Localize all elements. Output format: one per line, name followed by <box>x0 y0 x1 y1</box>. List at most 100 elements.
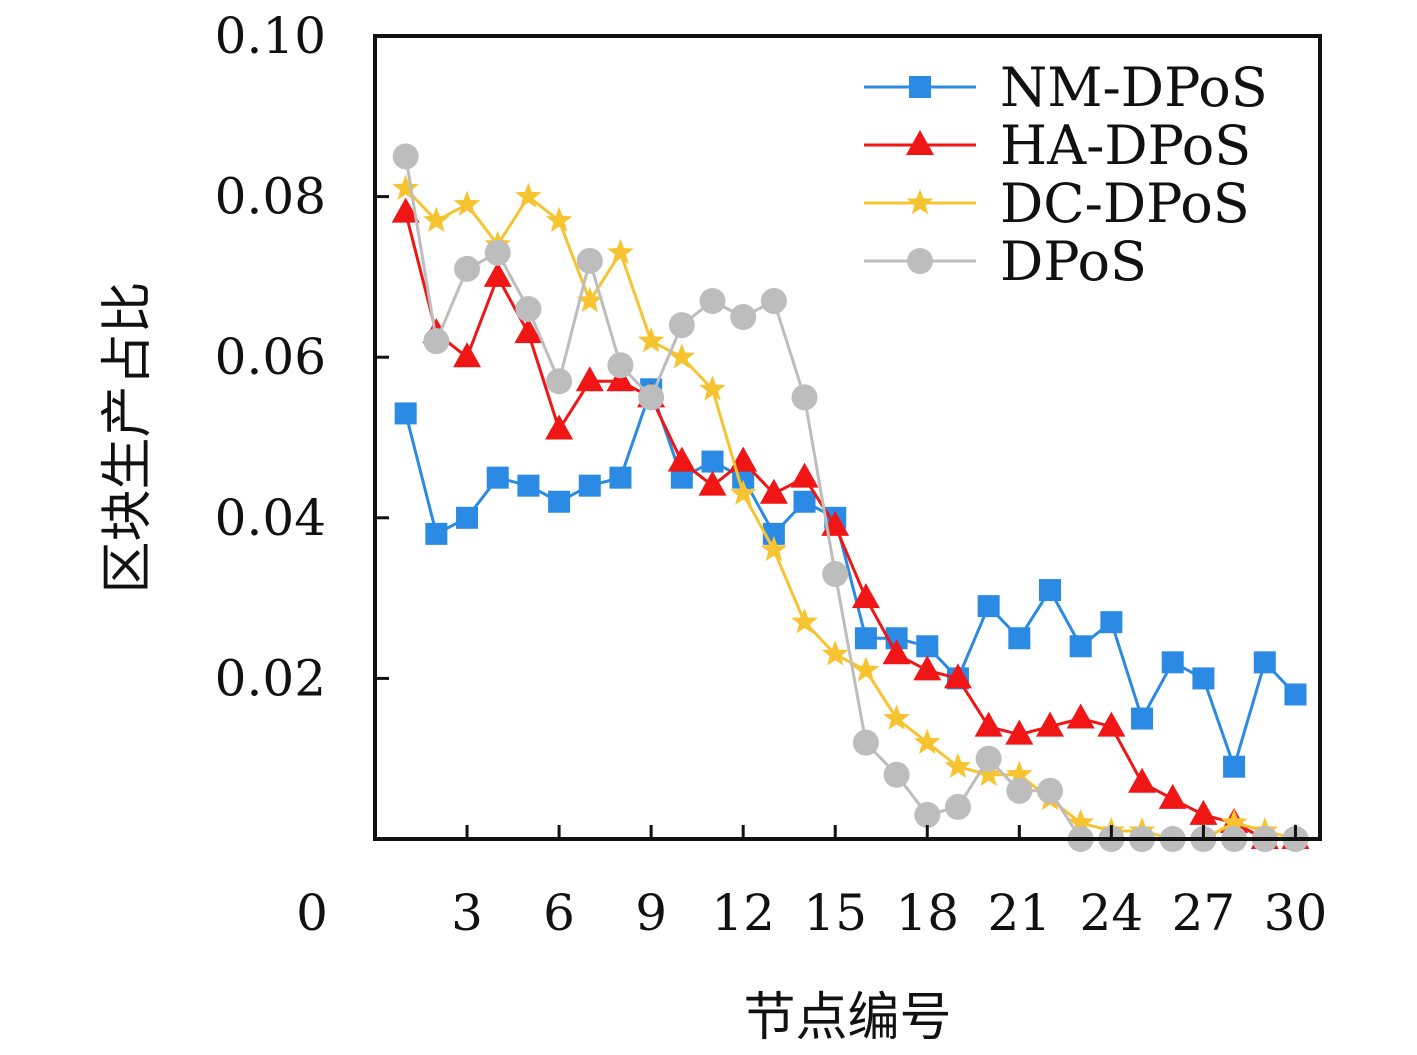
y-axis-title: 区块生产占比 <box>98 281 158 593</box>
series-dpos <box>392 143 1309 852</box>
series-nm-dpos <box>394 378 1307 778</box>
series-line <box>404 187 1296 841</box>
data-point <box>1100 611 1123 634</box>
data-point <box>1158 783 1187 809</box>
plot-frame <box>373 34 1322 841</box>
data-point <box>701 450 724 473</box>
data-point <box>790 462 819 488</box>
series-dc-dpos <box>392 174 1309 851</box>
data-point <box>821 640 849 666</box>
data-point <box>515 296 542 323</box>
x-tick-label: 6 <box>543 884 575 942</box>
data-point <box>944 793 971 820</box>
data-point <box>1189 799 1218 825</box>
data-point <box>486 466 509 489</box>
legend-label: DC-DPoS <box>1000 172 1250 235</box>
y-tick-label: 0.04 <box>215 489 326 547</box>
x-axis-title: 节点编号 <box>743 988 951 1048</box>
data-point <box>454 255 481 282</box>
y-tick-label: 0.06 <box>215 328 326 386</box>
data-point <box>453 342 482 368</box>
data-point <box>1128 767 1157 793</box>
legend-label: HA-DPoS <box>1000 114 1251 177</box>
data-point <box>453 190 481 216</box>
data-point <box>913 728 941 754</box>
legend-marker <box>906 189 934 215</box>
data-point <box>546 368 573 395</box>
legend-marker <box>909 76 931 98</box>
data-point <box>1008 627 1031 650</box>
data-point <box>793 490 816 513</box>
series-line <box>404 384 1297 772</box>
data-point <box>545 414 574 440</box>
y-tick-label: 0.10 <box>215 7 326 65</box>
legend-label: NM-DPoS <box>1000 56 1268 119</box>
x-tick-label: 27 <box>1172 884 1236 942</box>
data-point <box>1161 651 1184 674</box>
data-point <box>484 239 511 266</box>
data-point <box>391 197 420 223</box>
data-point <box>548 490 571 513</box>
data-point <box>670 466 693 489</box>
data-point <box>607 238 634 265</box>
data-point <box>944 752 972 779</box>
x-tick-label: 30 <box>1264 884 1328 942</box>
data-point <box>760 535 788 562</box>
data-point <box>423 206 450 233</box>
data-point <box>914 801 941 828</box>
data-point <box>729 479 757 506</box>
data-point <box>517 474 540 497</box>
x-tick-label: 15 <box>803 884 867 942</box>
x-tick-label: 21 <box>988 884 1052 942</box>
data-point <box>1220 808 1248 835</box>
data-point <box>851 583 880 609</box>
data-point <box>576 286 604 313</box>
data-point <box>575 366 604 392</box>
data-point <box>638 384 665 411</box>
x-tick-label: 18 <box>895 884 959 942</box>
legend-marker <box>907 248 933 274</box>
data-point <box>882 639 911 665</box>
data-point <box>545 206 573 233</box>
data-point <box>916 635 939 658</box>
data-point <box>578 474 601 497</box>
data-point <box>1253 651 1276 674</box>
data-point <box>456 506 479 529</box>
data-point <box>1005 719 1034 745</box>
data-point <box>977 595 1000 618</box>
data-point <box>698 470 727 496</box>
data-point <box>974 711 1003 737</box>
data-point <box>791 384 818 411</box>
data-point <box>606 366 635 392</box>
data-point <box>576 247 603 274</box>
data-point <box>1223 755 1246 778</box>
data-point <box>637 327 665 353</box>
data-point <box>883 704 910 730</box>
data-point <box>423 328 450 355</box>
data-point <box>1284 683 1307 706</box>
data-point <box>730 304 757 331</box>
legend-item-ha-dpos: HA-DPoS <box>864 114 1251 177</box>
series-ha-dpos <box>391 197 1310 849</box>
data-point <box>483 261 512 287</box>
data-point <box>883 761 910 788</box>
data-point <box>1192 667 1215 690</box>
x-tick-label: 3 <box>451 884 483 942</box>
data-point <box>668 312 695 339</box>
legend-marker <box>906 130 934 155</box>
data-point <box>759 478 788 504</box>
data-point <box>975 760 1002 787</box>
x-tick-label: 24 <box>1080 884 1144 942</box>
data-point <box>1097 711 1126 737</box>
data-point <box>514 318 543 344</box>
data-point <box>854 627 877 650</box>
data-point <box>392 143 419 170</box>
data-point <box>667 446 696 472</box>
data-point <box>1069 635 1092 658</box>
data-point <box>975 745 1002 772</box>
data-point <box>1006 760 1033 787</box>
data-point <box>852 729 879 756</box>
data-point <box>609 466 632 489</box>
